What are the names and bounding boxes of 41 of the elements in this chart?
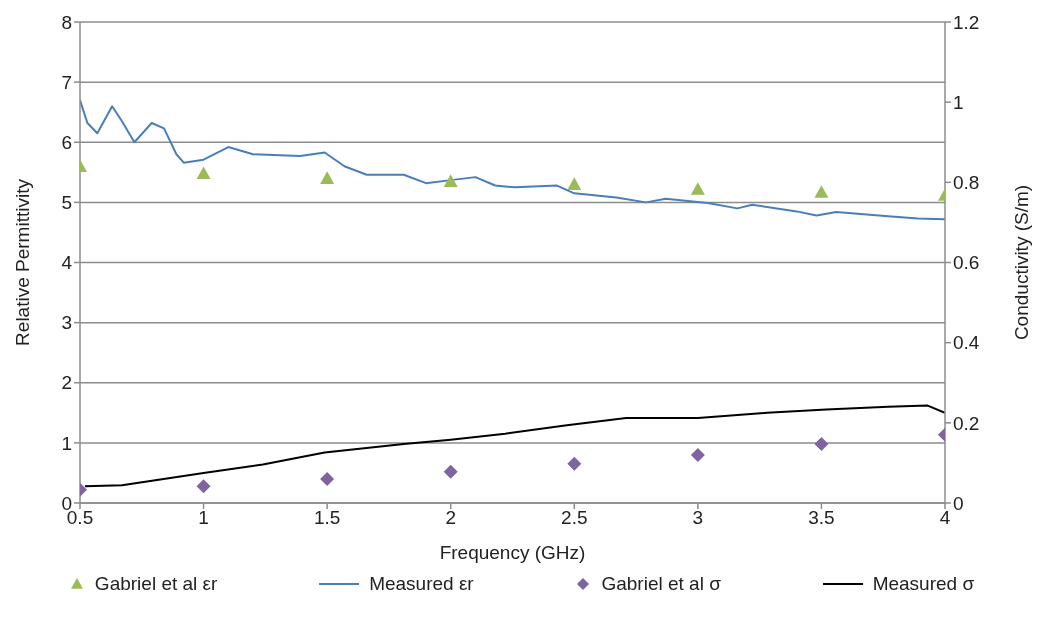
point: [443, 464, 458, 479]
x-tick-label: 2: [445, 507, 456, 529]
point: [690, 447, 705, 462]
point: [196, 166, 211, 180]
point: [196, 479, 211, 494]
y2-axis-title: Conductivity (S/m): [1010, 184, 1032, 341]
y2-tick-label: 0.8: [953, 172, 980, 194]
y2-tick-label: 1.2: [953, 11, 980, 33]
point: [814, 437, 829, 452]
x-tick-label: 1.5: [313, 507, 341, 529]
y-tick-label: 7: [61, 71, 72, 93]
point: [567, 456, 582, 471]
x-tick-label: 3: [692, 507, 704, 529]
point: [320, 171, 335, 184]
y2-tick-label: 0: [953, 492, 964, 514]
y-tick-label: 2: [61, 372, 72, 394]
point: [567, 177, 582, 190]
y-tick-label: 8: [61, 11, 72, 33]
y2-tick-label: 0.2: [953, 412, 980, 434]
y-tick-label: 6: [61, 131, 72, 153]
y-tick-label: 3: [61, 312, 72, 334]
y2-tick-label: 0.6: [953, 252, 980, 274]
x-tick-label: 2.5: [561, 507, 588, 529]
y2-tick-label: 1: [953, 91, 964, 113]
x-tick-label: 4: [939, 507, 951, 529]
legend-label: Measured εr: [369, 573, 474, 595]
y-tick-label: 1: [61, 432, 72, 454]
legend-label: Gabriel et al εr: [94, 573, 218, 595]
x-tick-label: 3.5: [808, 507, 835, 529]
y-tick-label: 4: [61, 252, 73, 274]
point: [814, 185, 829, 198]
y2-tick-label: 0.4: [953, 332, 980, 354]
point: [443, 174, 458, 187]
legend-label: Measured σ: [872, 573, 975, 595]
point: [690, 182, 705, 195]
point: [320, 471, 335, 486]
y-tick-label: 5: [61, 192, 72, 214]
y-axis-title: Relative Permittivity: [11, 178, 33, 346]
x-axis-title: Frequency (GHz): [439, 542, 586, 563]
legend-label: Gabriel et al σ: [601, 573, 721, 595]
x-tick-label: 1: [198, 507, 209, 529]
